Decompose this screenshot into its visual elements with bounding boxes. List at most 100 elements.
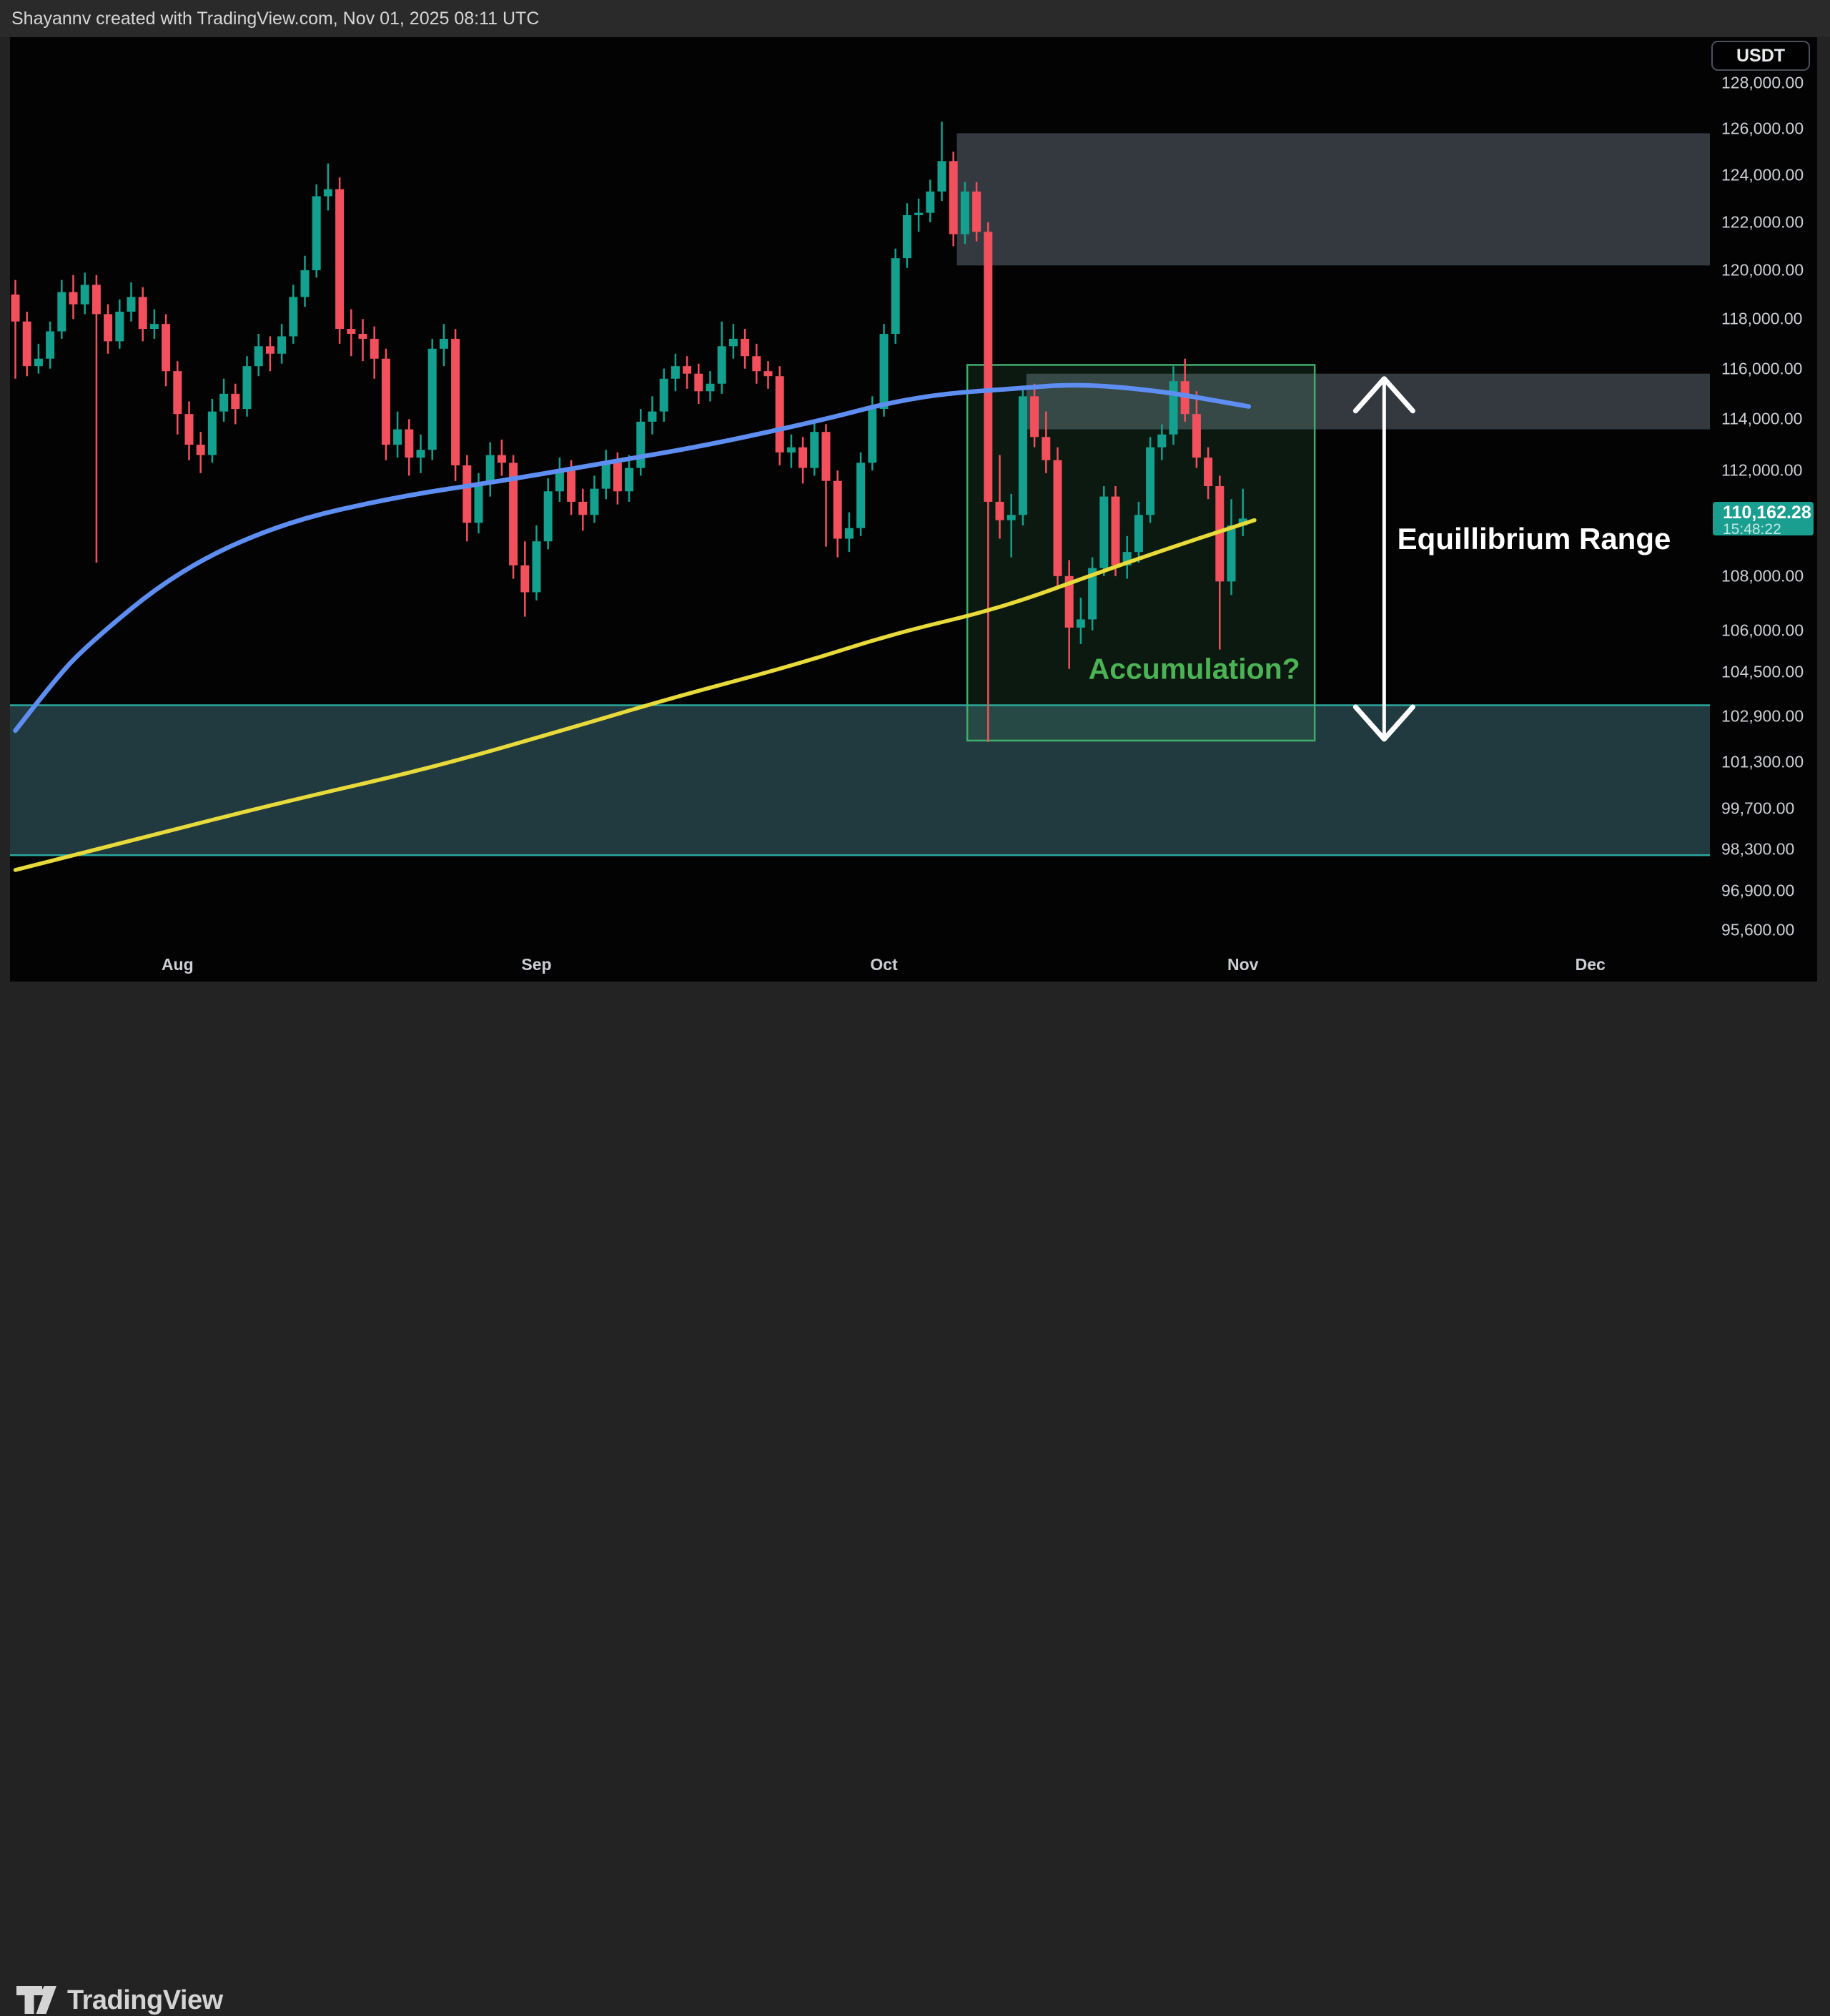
candle-body-down <box>984 232 993 502</box>
supply-zone-upper[interactable] <box>956 133 1710 266</box>
zones-layer <box>10 133 1710 856</box>
candle-body-down <box>683 366 692 374</box>
price-axis-label: 108,000.00 <box>1721 566 1804 585</box>
candle-body-down <box>370 338 379 359</box>
candle-body-up <box>80 285 89 305</box>
tradingview-logo[interactable]: TradingView <box>16 1985 223 2016</box>
time-axis-label-dec: Dec <box>1575 955 1606 974</box>
price-axis-label: 120,000.00 <box>1721 260 1804 280</box>
candle-body-up <box>671 366 680 379</box>
candle-body-up <box>543 491 553 542</box>
candle-body-up <box>1099 496 1109 568</box>
candle-body-up <box>926 191 935 213</box>
candle-body-up <box>300 270 310 297</box>
price-axis-label: 98,300.00 <box>1721 839 1795 859</box>
candle-body-up <box>937 161 946 192</box>
candle-body-down <box>451 338 460 465</box>
candle-body-down <box>1042 437 1051 460</box>
header-bar: Shayannv created with TradingView.com, N… <box>0 0 1830 37</box>
candle-body-up <box>532 541 541 593</box>
price-axis-label: 126,000.00 <box>1721 119 1804 138</box>
candle-body-down <box>798 447 808 468</box>
candle-body-down <box>821 432 831 481</box>
price-axis-label: 118,000.00 <box>1721 309 1803 328</box>
candle-body-down <box>613 463 622 492</box>
candle-body-up <box>844 528 854 539</box>
time-axis-label-aug: Aug <box>161 955 194 974</box>
candle-body-up <box>555 470 564 492</box>
demand-zone[interactable] <box>10 705 1710 856</box>
ma-blue-line[interactable] <box>13 382 1252 733</box>
candle-body-down <box>1053 460 1062 576</box>
candle-body-up <box>1134 515 1143 553</box>
candle-body-down <box>196 445 205 455</box>
candle-body-down <box>381 358 390 445</box>
candle-body-down <box>1064 575 1074 628</box>
candle-body-up <box>416 450 425 458</box>
candle-body-down <box>173 371 182 415</box>
candle-body-up <box>485 455 495 484</box>
attribution-text: Shayannv created with TradingView.com, N… <box>11 9 540 29</box>
candle-body-up <box>625 468 634 492</box>
candle-body-down <box>578 501 588 515</box>
candle-body-down <box>497 455 506 463</box>
candle-body-down <box>1215 485 1225 582</box>
arrow-head-down-icon <box>1352 704 1415 742</box>
candle-body-up <box>323 189 332 197</box>
candle-body-down <box>104 314 113 342</box>
price-axis-label: 114,000.00 <box>1721 409 1803 428</box>
candle-body-up <box>590 488 599 515</box>
candle-body-down <box>972 191 981 232</box>
price-axis-label: 96,900.00 <box>1721 881 1795 900</box>
ma-yellow-line[interactable] <box>13 518 1257 872</box>
candle-body-down <box>1111 496 1120 565</box>
candlestick-chart[interactable] <box>0 0 1830 1058</box>
candles-layer <box>11 122 1247 742</box>
candle-body-up <box>717 346 726 384</box>
equilibrium-range-arrow <box>1352 376 1415 742</box>
candle-body-down <box>520 565 530 593</box>
candle-body-up <box>1088 568 1097 620</box>
candle-body-down <box>405 429 414 458</box>
price-axis-label: 112,000.00 <box>1721 460 1803 480</box>
candle-body-up <box>1227 525 1236 582</box>
candle-body-up <box>57 292 66 332</box>
candle-body-down <box>567 470 576 502</box>
price-axis-label: 128,000.00 <box>1721 73 1804 92</box>
candle-body-up <box>601 463 610 489</box>
price-axis-label: 104,500.00 <box>1721 662 1804 681</box>
candle-body-up <box>474 483 483 523</box>
accumulation-label: Accumulation? <box>1088 652 1300 686</box>
candle-body-down <box>92 285 101 315</box>
candle-body-up <box>393 429 402 445</box>
arrow-head-up-icon <box>1352 376 1415 414</box>
candle-body-down <box>22 321 31 367</box>
candle-body-down <box>11 295 20 322</box>
candle-body-down <box>741 338 750 357</box>
supply-zone-mid[interactable] <box>1026 373 1710 430</box>
quote-currency-pill[interactable]: USDT <box>1711 41 1810 71</box>
candle-body-up <box>254 346 263 367</box>
candle-body-down <box>463 465 472 523</box>
price-axis-label: 95,600.00 <box>1721 920 1795 939</box>
candle-body-up <box>289 297 298 337</box>
candle-body-down <box>509 463 518 565</box>
candle-body-up <box>115 311 124 342</box>
candle-body-up <box>127 297 136 312</box>
candle-body-up <box>1157 434 1167 448</box>
candle-body-up <box>728 338 738 347</box>
chart-plot-area[interactable] <box>10 37 1817 982</box>
candle-body-up <box>242 366 252 410</box>
candle-body-up <box>902 214 911 259</box>
time-axis-label-sep: Sep <box>521 955 552 974</box>
candle-body-up <box>1018 396 1027 515</box>
candle-body-down <box>138 297 147 330</box>
tradingview-brand-text: TradingView <box>67 1985 223 2015</box>
price-axis-label: 102,900.00 <box>1721 706 1804 726</box>
price-axis-label: 99,700.00 <box>1721 799 1795 817</box>
candle-body-down <box>347 329 356 334</box>
candle-body-up <box>706 383 715 392</box>
price-axis-label: 122,000.00 <box>1721 212 1804 232</box>
candle-body-down <box>358 333 367 339</box>
